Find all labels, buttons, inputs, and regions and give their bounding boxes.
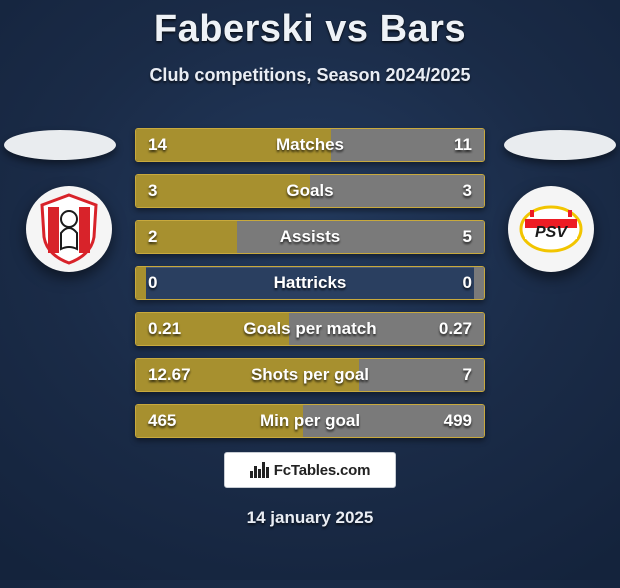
stat-label: Shots per goal — [251, 365, 369, 385]
stat-value-right: 11 — [454, 135, 472, 155]
right-name-ellipse — [504, 130, 616, 160]
date-text: 14 january 2025 — [247, 508, 374, 528]
stat-value-right: 5 — [463, 227, 472, 247]
stat-row: 3 3 Goals — [135, 174, 485, 208]
stat-rows: 14 11 Matches 3 3 Goals 2 5 Assists 0 0 Hattricks 0.… — [135, 128, 485, 450]
stat-value-left: 14 — [148, 135, 167, 155]
page-title: Faberski vs Bars — [0, 8, 620, 51]
brand-bars-icon — [250, 462, 270, 478]
stat-fill-left — [136, 175, 310, 207]
stat-label: Hattricks — [274, 273, 347, 293]
stat-value-left: 0 — [148, 273, 157, 293]
stat-fill-right — [474, 267, 484, 299]
stat-row: 0.21 0.27 Goals per match — [135, 312, 485, 346]
psv-crest-icon: PSV — [518, 196, 584, 262]
stat-value-left: 465 — [148, 411, 176, 431]
stat-row: 12.67 7 Shots per goal — [135, 358, 485, 392]
subtitle: Club competitions, Season 2024/2025 — [0, 65, 620, 86]
stat-label: Min per goal — [260, 411, 360, 431]
stat-row: 2 5 Assists — [135, 220, 485, 254]
left-name-ellipse — [4, 130, 116, 160]
stat-label: Assists — [280, 227, 340, 247]
stat-value-left: 12.67 — [148, 365, 191, 385]
stat-value-left: 2 — [148, 227, 157, 247]
ajax-crest-icon — [38, 193, 100, 265]
stat-value-right: 0 — [463, 273, 472, 293]
brand-box: FcTables.com — [224, 452, 396, 488]
left-team-crest — [26, 186, 112, 272]
stat-value-right: 7 — [463, 365, 472, 385]
stat-value-left: 0.21 — [148, 319, 181, 339]
stat-row: 465 499 Min per goal — [135, 404, 485, 438]
stat-label: Goals — [286, 181, 333, 201]
right-team-crest: PSV — [508, 186, 594, 272]
stat-fill-right — [310, 175, 484, 207]
stat-fill-right — [237, 221, 484, 253]
stat-value-right: 0.27 — [439, 319, 472, 339]
stat-value-right: 3 — [463, 181, 472, 201]
stat-row: 0 0 Hattricks — [135, 266, 485, 300]
stat-fill-left — [136, 267, 146, 299]
stat-row: 14 11 Matches — [135, 128, 485, 162]
stat-label: Goals per match — [243, 319, 376, 339]
stat-label: Matches — [276, 135, 344, 155]
stat-value-left: 3 — [148, 181, 157, 201]
brand-text: FcTables.com — [274, 462, 371, 479]
svg-text:PSV: PSV — [535, 224, 568, 241]
stat-value-right: 499 — [444, 411, 472, 431]
